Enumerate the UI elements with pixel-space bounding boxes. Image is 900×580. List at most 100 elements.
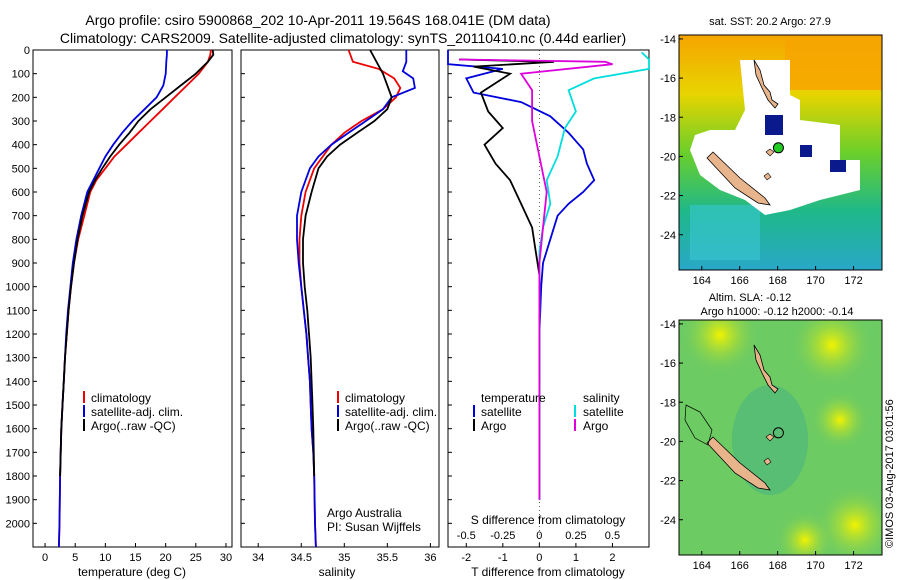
salinity-xtick-label: 34 — [252, 552, 264, 564]
map-sla-blob-2 — [792, 320, 872, 385]
map-sst-xtick-label: 166 — [731, 275, 749, 287]
difference-toplabel: S difference from climatology — [471, 513, 626, 527]
difference-s-tick-label: 0 — [536, 530, 542, 542]
temp-legend-argo: Argo(..raw -QC) — [91, 419, 176, 433]
temperature-legend: climatology satellite-adj. clim. Argo(..… — [83, 391, 183, 433]
depth-tick-label: 500 — [12, 163, 30, 175]
depth-tick-label: 300 — [12, 116, 30, 128]
map-sla-island-2 — [763, 457, 772, 466]
map-sla-vanuatu — [753, 344, 779, 394]
temperature-xtick-label: 15 — [129, 552, 141, 564]
depth-tick-label: 1100 — [6, 305, 30, 317]
map-sla-new-caledonia — [706, 436, 771, 491]
map-sst-title: sat. SST: 20.2 Argo: 27.9 — [709, 16, 831, 28]
difference-legend: temperature satellite Argo salinity sate… — [473, 391, 624, 433]
difference-xtick-label: 1 — [573, 552, 579, 564]
map-sst-ytick-label: -18 — [660, 112, 676, 124]
depth-tick-label: 400 — [12, 140, 30, 152]
sal-legend-argo: Argo(..raw -QC) — [345, 419, 430, 433]
depth-tick-label: 1200 — [6, 329, 30, 341]
depth-tick-label: 800 — [12, 234, 30, 246]
difference-xtick-label: 0 — [536, 552, 542, 564]
salinity-series-satellite — [296, 50, 416, 548]
difference-s-tick-label: 0.25 — [565, 530, 586, 542]
map-sst-hotspot-1 — [765, 115, 783, 135]
map-sla-xtick-label: 168 — [768, 560, 786, 572]
map-sst-hotspot-2 — [800, 145, 812, 157]
map-sla-blob-4 — [817, 487, 882, 555]
map-sst-xtick-label: 172 — [844, 275, 862, 287]
map-sla-xtick-label: 166 — [731, 560, 749, 572]
temperature-panel — [32, 49, 233, 548]
map-sst-xtick-label: 170 — [806, 275, 824, 287]
difference-xtick-label: -1 — [498, 552, 508, 564]
difference-s-tick-label: -0.5 — [457, 530, 476, 542]
difference-panel — [447, 49, 650, 548]
depth-tick-label: 1800 — [6, 471, 30, 483]
map-sst-ytick-label: -16 — [660, 73, 676, 85]
diff-legend-temp-sat: satellite — [481, 405, 522, 419]
temperature-xtick-label: 10 — [99, 552, 111, 564]
map-sla-image — [679, 320, 882, 555]
depth-tick-label: 1700 — [6, 447, 30, 459]
sal-legend-clim: climatology — [345, 391, 405, 405]
map-sla-blob-1 — [682, 320, 758, 373]
temperature-series-argo — [59, 49, 215, 477]
depth-tick-label: 900 — [12, 258, 30, 270]
depth-tick-label: 100 — [12, 69, 30, 81]
map-sst-ytick-label: -24 — [660, 230, 676, 242]
title-line-1: Argo profile: csiro 5900868_202 10-Apr-2… — [85, 12, 550, 28]
temp-legend-sat: satellite-adj. clim. — [91, 405, 183, 419]
map-sla-xtick-label: 172 — [844, 560, 862, 572]
depth-tick-label: 2000 — [6, 518, 30, 530]
salinity-xtick-label: 35.5 — [377, 552, 398, 564]
map-sst-ytick-label: -14 — [660, 34, 676, 46]
diff-legend-sal-sat: satellite — [583, 405, 624, 419]
salinity-xtick-label: 34.5 — [291, 552, 312, 564]
map-sla-ytick-label: -18 — [660, 397, 676, 409]
copyright-stamp: ©IMOS 03-Aug-2017 03:01:56 — [884, 399, 896, 548]
depth-tick-label: 0 — [24, 45, 30, 57]
map-sla-title-line-1: Altim. SLA: -0.12 — [709, 292, 792, 304]
map-sst-vanuatu — [753, 59, 779, 109]
map-sst-new-caledonia — [706, 151, 771, 206]
map-sla-blob-3 — [812, 392, 868, 448]
map-sla-reef-outline — [684, 404, 713, 446]
salinity-xtick-label: 35 — [338, 552, 350, 564]
depth-tick-label: 1400 — [6, 376, 30, 388]
diff-legend-temp-argo: Argo — [481, 419, 507, 433]
salinity-annotation-institution: Argo Australia — [327, 506, 402, 520]
map-sst-patch-cyan — [690, 205, 760, 260]
depth-tick-label: 1900 — [6, 495, 30, 507]
temperature-series-satellite — [58, 50, 168, 548]
map-sst-patch-orange — [785, 35, 882, 90]
difference-s-tick-label: -0.25 — [490, 530, 515, 542]
difference-xtick-label: -2 — [461, 552, 471, 564]
temperature-xtick-label: 25 — [190, 552, 202, 564]
depth-tick-label: 600 — [12, 187, 30, 199]
difference-xlabel: T difference from climatology — [471, 565, 625, 579]
difference-series-salinity-argo — [458, 58, 613, 500]
salinity-series-argo — [302, 49, 393, 477]
map-sla-ytick-label: -20 — [660, 436, 676, 448]
sal-legend-sat: satellite-adj. clim. — [345, 405, 437, 419]
map-sla-frame — [678, 319, 883, 556]
salinity-legend: climatology satellite-adj. clim. Argo(..… — [337, 391, 437, 433]
map-sst-ytick-label: -22 — [660, 191, 676, 203]
temperature-xtick-label: 0 — [42, 552, 48, 564]
temperature-xtick-label: 30 — [220, 552, 232, 564]
depth-tick-label: 1500 — [6, 400, 30, 412]
map-sst-island-2 — [763, 172, 772, 181]
difference-s-tick-label: 0.5 — [605, 530, 620, 542]
map-sla-ytick-label: -16 — [660, 358, 676, 370]
depth-tick-label: 200 — [12, 92, 30, 104]
diff-legend-sal-argo: Argo — [583, 419, 609, 433]
salinity-panel — [240, 49, 440, 548]
depth-tick-label: 1300 — [6, 353, 30, 365]
depth-tick-label: 700 — [12, 211, 30, 223]
temperature-xtick-label: 5 — [72, 552, 78, 564]
map-sla-ytick-label: -24 — [660, 515, 676, 527]
temperature-xlabel: temperature (deg C) — [78, 565, 186, 579]
map-sst-image — [679, 35, 882, 270]
map-sst-xtick-label: 168 — [768, 275, 786, 287]
